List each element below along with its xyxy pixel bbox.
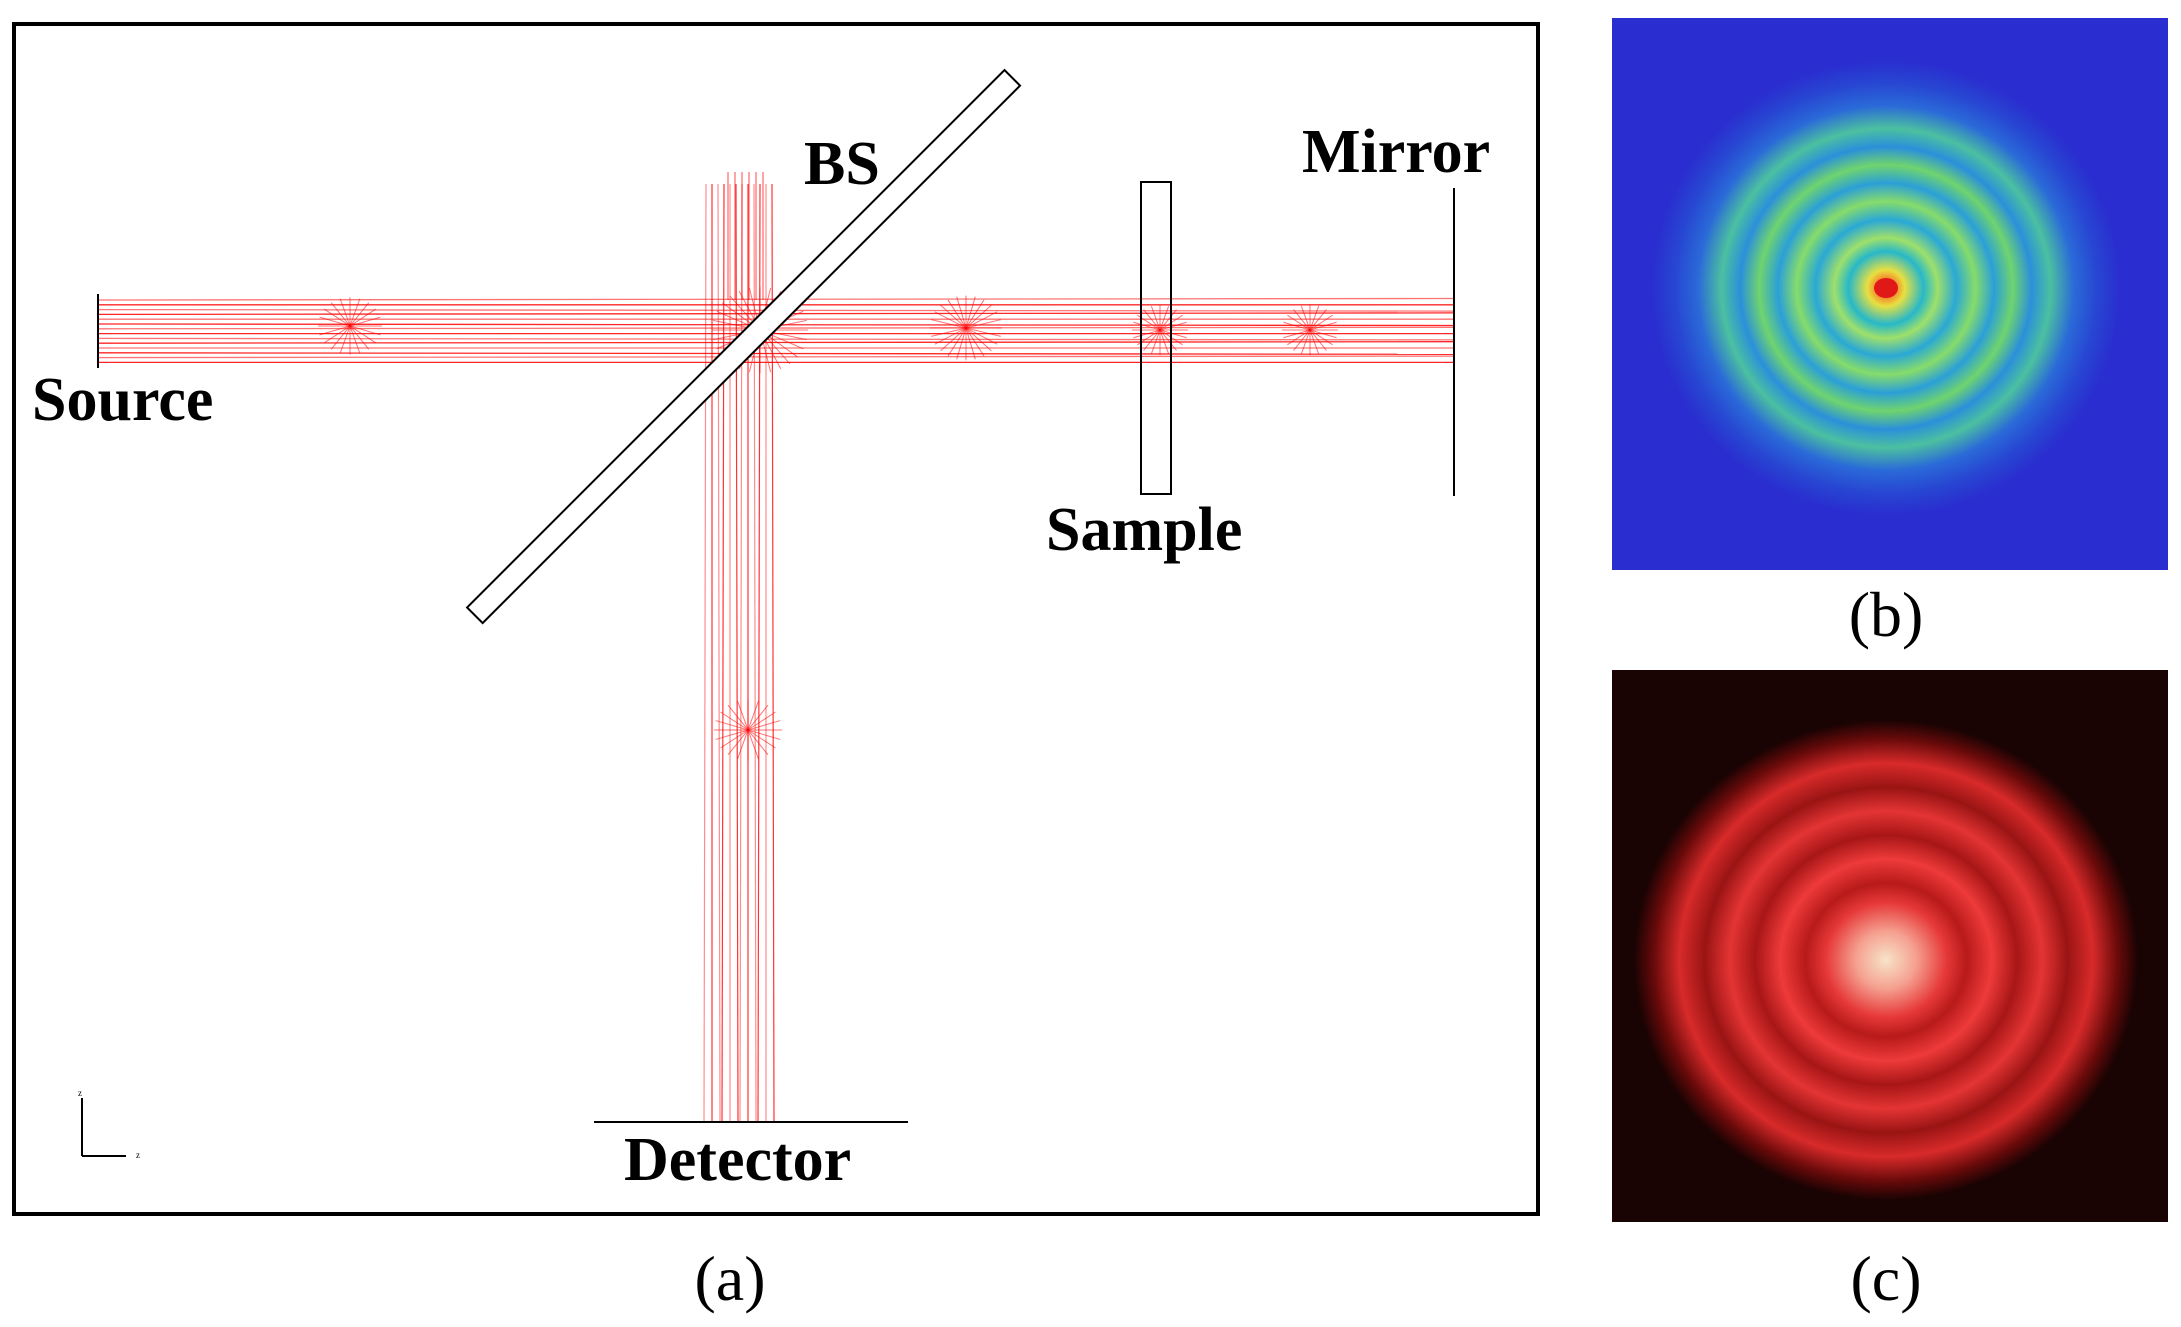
panel-b: (b) <box>1612 18 2168 650</box>
sample-plate <box>1140 181 1172 495</box>
ray <box>97 352 1455 355</box>
ray <box>97 337 1455 341</box>
panel-b-center-spot <box>1874 278 1898 298</box>
label-sample: Sample <box>1046 496 1242 564</box>
caption-c: (c) <box>1850 1243 1921 1314</box>
caption-b: (b) <box>1849 579 1924 650</box>
ray <box>97 355 1455 359</box>
panel-a-frame <box>12 22 1540 1216</box>
panel-a: z z Source BS Sample Mirror Detector (a) <box>12 22 1540 1314</box>
ray <box>703 183 707 1123</box>
label-detector: Detector <box>624 1126 851 1194</box>
label-source: Source <box>32 366 213 434</box>
axis-label-vertical: z <box>78 1088 82 1098</box>
axis-label-horizontal: z <box>136 1150 140 1160</box>
ray-bundle <box>97 172 1455 1123</box>
panel-c-fringe-pattern <box>1634 720 2138 1200</box>
ray <box>771 183 775 1123</box>
ray <box>1133 321 1187 339</box>
panel-c: (c) <box>1612 670 2168 1314</box>
ray <box>715 720 781 740</box>
beam-splitter <box>465 68 1022 625</box>
ray <box>319 316 381 336</box>
caption-a: (a) <box>694 1243 765 1314</box>
axis-indicator: z z <box>78 1088 140 1160</box>
label-bs: BS <box>804 130 880 198</box>
ray <box>97 341 1455 344</box>
ray <box>721 183 725 1123</box>
ray <box>931 319 1001 337</box>
ray <box>717 183 721 1123</box>
label-mirror: Mirror <box>1302 118 1490 186</box>
ray <box>1283 321 1337 339</box>
